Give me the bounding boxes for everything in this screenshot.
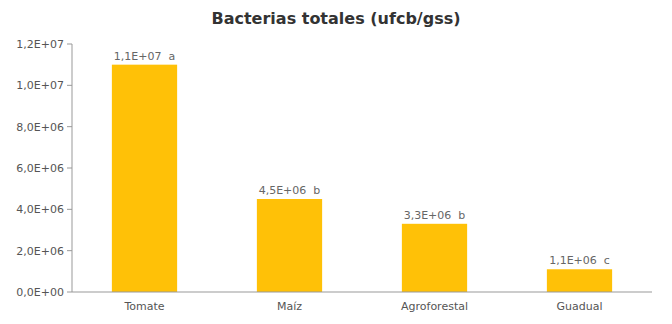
data-label: 3,3E+06 b (404, 209, 466, 222)
y-tick (67, 44, 72, 45)
x-tick-label: Maíz (277, 300, 302, 313)
y-tick-label: 2,0E+06 (16, 245, 64, 258)
bar (112, 65, 177, 292)
y-tick (67, 292, 72, 293)
y-tick (67, 250, 72, 251)
y-tick-label: 6,0E+06 (16, 162, 64, 175)
y-tick (67, 85, 72, 86)
y-tick-label: 1,0E+07 (16, 79, 64, 92)
chart: Bacterias totales (ufcb/gss) 0,0E+00 2,0E+… (0, 0, 672, 324)
y-axis-line (72, 44, 73, 292)
bar (547, 269, 612, 292)
y-tick (67, 168, 72, 169)
y-axis: 0,0E+00 2,0E+06 4,0E+06 6,0E+06 8,0E+06 1,0E+… (16, 38, 72, 299)
y-tick (67, 209, 72, 210)
chart-title: Bacterias totales (ufcb/gss) (211, 9, 460, 28)
x-tick-label: Tomate (123, 300, 164, 313)
y-tick-label: 1,2E+07 (16, 38, 64, 51)
bars (112, 65, 612, 292)
bar (257, 199, 322, 292)
data-label: 1,1E+06 c (549, 254, 610, 267)
data-label: 1,1E+07 a (114, 50, 175, 63)
y-tick (67, 126, 72, 127)
y-tick-label: 0,0E+00 (16, 286, 64, 299)
x-tick-label: Agroforestal (401, 300, 468, 313)
x-axis-line (72, 292, 652, 293)
data-labels: 1,1E+07 a 4,5E+06 b 3,3E+06 b 1,1E+06 c (114, 50, 610, 268)
data-label: 4,5E+06 b (259, 184, 321, 197)
y-tick-label: 8,0E+06 (16, 121, 64, 134)
chart-container: Bacterias totales (ufcb/gss) 0,0E+00 2,0E+… (0, 0, 672, 324)
x-axis: Tomate Maíz Agroforestal Guadual (123, 300, 602, 313)
bar (402, 224, 467, 292)
y-tick-label: 4,0E+06 (16, 203, 64, 216)
x-tick-label: Guadual (557, 300, 603, 313)
